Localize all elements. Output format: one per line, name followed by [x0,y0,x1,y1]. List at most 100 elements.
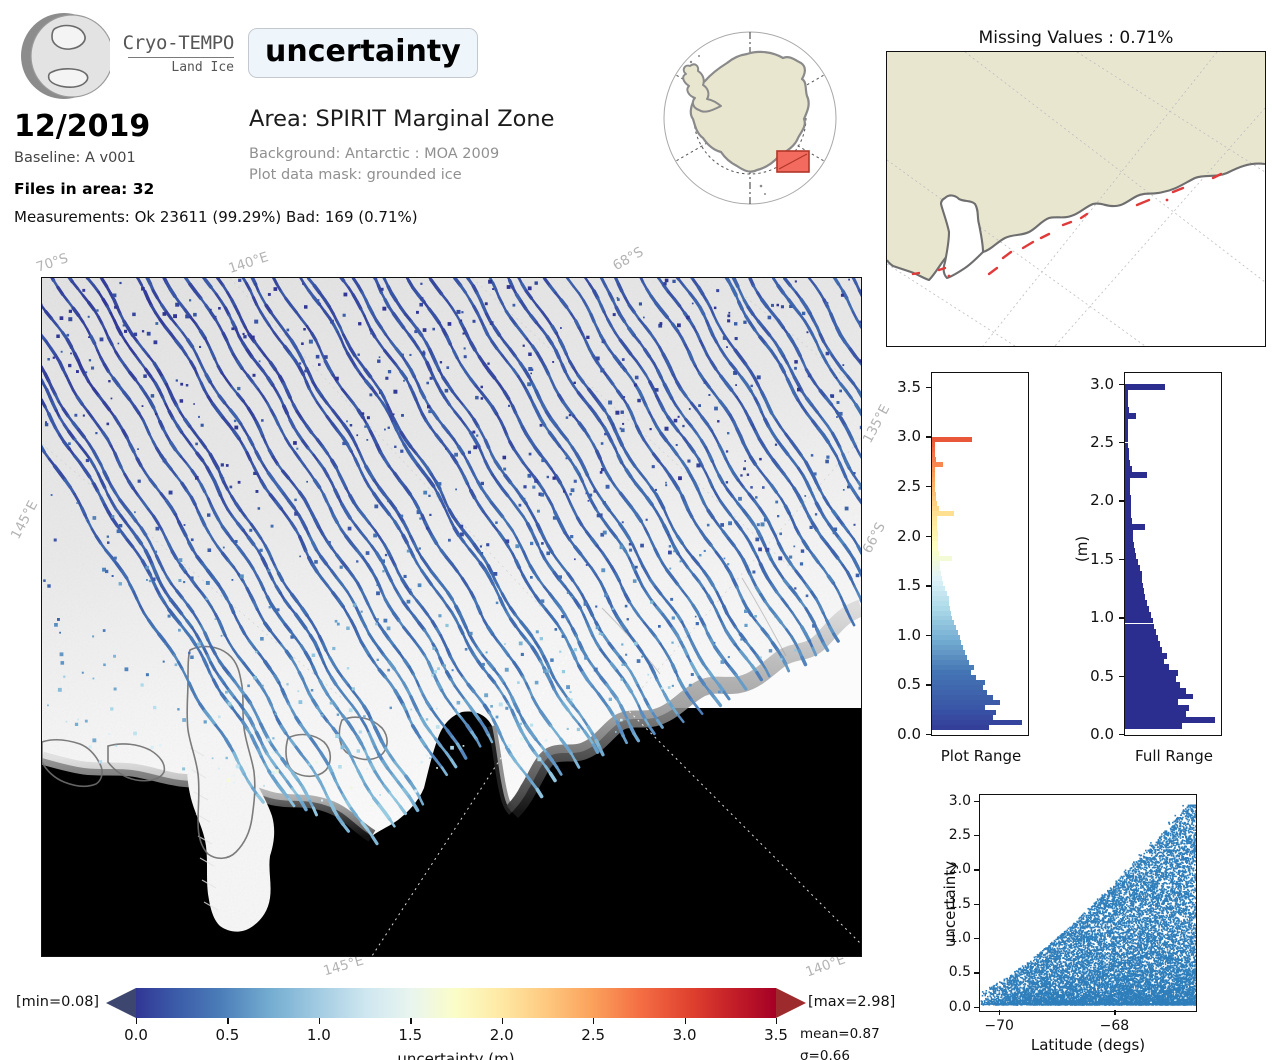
histogram-bar [932,605,951,611]
files-count-label: Files in area: 32 [14,180,155,198]
histogram-bar [1125,594,1146,601]
histogram-bar [932,635,960,641]
histogram-tickmark-4 [1119,500,1124,502]
histogram-bar [1125,547,1136,554]
histogram-tickmark-5 [926,486,931,488]
histogram-bar [932,600,950,606]
histogram-bar [932,446,935,452]
full-range-ylabel: (m) [1073,535,1092,563]
colorbar-high-extend-arrow [776,988,806,1018]
histogram-bar [1125,664,1170,671]
colorbar-tickmark-6 [684,1018,686,1024]
plot-range-caption: Plot Range [940,747,1022,765]
histogram-ticklabel-5: 2.5 [897,477,921,496]
histogram-tickmark-2 [1119,617,1124,619]
histogram-bar [1125,629,1157,636]
histogram-bar [1125,477,1130,484]
variable-badge: uncertainty [248,28,478,78]
scatter-ytickmark-4 [974,869,979,871]
histogram-tickmark-2 [926,634,931,637]
sigma-stat: σ=0.66 [800,1048,850,1060]
histogram-bar [932,556,953,561]
histogram-tickmark-0 [1119,734,1124,736]
colorbar-low-extend-arrow [106,988,136,1018]
scatter-yticklabel-1: 0.5 [948,964,971,981]
area-title: Area: SPIRIT Marginal Zone [249,106,555,132]
histogram-bar [932,491,936,497]
histogram-bar [932,660,969,666]
histogram-bar [932,684,984,690]
histogram-bar [932,650,966,656]
geo-label-5: 145°E [7,498,42,542]
histogram-bar [1125,424,1128,431]
histogram-bar [932,471,935,477]
histogram-bar [932,560,941,566]
histogram-ticklabel-6: 3.0 [897,427,921,446]
histogram-bar [932,481,935,487]
histogram-bar [932,615,953,621]
histogram-bar [1125,471,1148,478]
histogram-bar [932,699,1000,705]
colorbar-axis-label: uncertainty (m) [397,1050,515,1060]
logo-divider [128,57,234,58]
histogram-ticklabel-3: 1.5 [1090,549,1114,568]
histogram-bar [1125,722,1182,729]
histogram-bar [932,724,989,730]
histogram-bar [1125,442,1128,449]
histogram-bar [932,595,949,601]
histogram-bar [1125,465,1133,472]
logo-title: Cryo-TEMPO [122,32,235,54]
histogram-bar [932,461,944,467]
histogram-tickmark-5 [1119,442,1124,444]
histogram-bar [932,610,952,616]
histogram-ticklabel-5: 2.5 [1090,433,1114,452]
histogram-ticklabel-1: 0.5 [897,675,921,694]
histogram-bar [932,541,939,547]
scatter-xtickmark-0 [999,1010,1001,1015]
geo-label-0: 70°S [34,250,71,276]
date-label: 12/2019 [14,109,151,144]
colorbar-tickmark-1 [227,1018,229,1024]
histogram-bar [932,536,938,542]
scatter-yticklabel-2: 1.0 [948,930,971,946]
histogram-bar [1125,524,1146,531]
histogram-bar [932,526,937,532]
histogram-bar [1125,384,1166,390]
histogram-bar [932,640,962,646]
full-range-caption: Full Range [1135,747,1213,765]
histogram-bar [1125,600,1148,606]
colorbar-ticklabel-1: 0.5 [215,1026,240,1044]
histogram-ticklabel-0: 0.0 [1090,725,1114,743]
histogram-bar [1125,489,1130,496]
scatter-ytickmark-3 [974,903,979,905]
histogram-bar [932,511,955,517]
histogram-bar [1125,693,1193,700]
histogram-bar [1125,430,1128,437]
histogram-bar [932,694,993,700]
scatter-ytickmark-2 [974,938,979,940]
histogram-bar [932,714,993,720]
histogram-bar [932,630,958,636]
main-map[interactable]: km 100 [41,277,862,957]
histogram-bar [932,466,935,472]
histogram-tickmark-6 [1119,383,1124,385]
main-map-canvas [42,278,861,956]
histogram-bar [932,516,937,522]
histogram-bar [1125,395,1128,402]
histogram-bar [932,451,935,457]
histogram-ticklabel-2: 1.0 [1090,608,1114,627]
colorbar-tickmark-2 [318,1018,321,1024]
histogram-bar [932,709,997,715]
histogram-bar [1125,652,1168,659]
histogram-bar [1125,530,1134,536]
geo-label-1: 140°E [226,249,271,277]
scatter-ytickmark-5 [974,835,979,837]
histogram-bar [932,521,937,527]
histogram-bar [932,441,935,447]
histogram-tickmark-1 [1119,675,1124,677]
histogram-bar [932,456,936,462]
histogram-bar [1125,641,1160,647]
histogram-bar [1125,635,1159,641]
brand-logo: Cryo-TEMPO Land Ice [14,8,234,108]
histogram-bar [932,551,940,556]
